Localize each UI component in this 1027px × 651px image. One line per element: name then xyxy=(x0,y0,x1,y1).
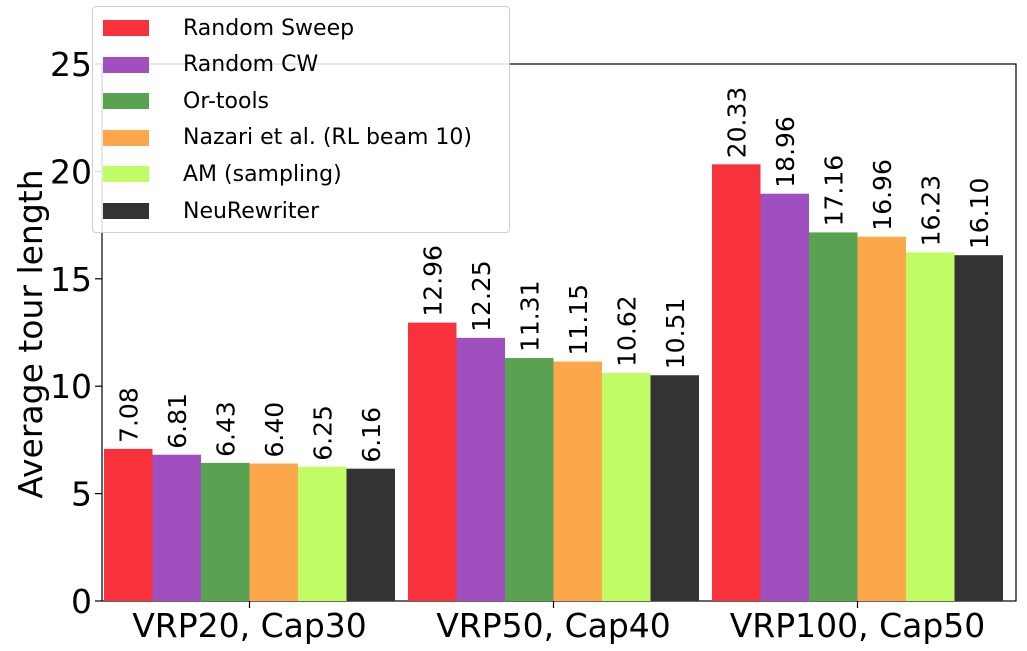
y-axis-label: Average tour length xyxy=(11,169,50,498)
bar-2-0 xyxy=(201,462,250,601)
bar-5-2 xyxy=(954,255,1003,601)
y-tick-label: 15 xyxy=(50,260,92,299)
legend-label: AM (sampling) xyxy=(183,161,342,187)
x-tick-label: VRP50, Cap40 xyxy=(436,606,671,645)
value-label-1-2: 18.96 xyxy=(771,116,800,188)
bar-1-2 xyxy=(760,193,809,601)
legend-item: Random Sweep xyxy=(103,13,354,43)
legend-item: Random CW xyxy=(103,50,318,80)
bar-1-1 xyxy=(456,337,505,601)
legend-item: NeuRewriter xyxy=(103,196,319,226)
value-label-3-0: 6.40 xyxy=(260,402,289,458)
x-tick-label: VRP100, Cap50 xyxy=(730,606,986,645)
bar-2-1 xyxy=(505,358,554,601)
bar-5-1 xyxy=(650,375,699,601)
value-label-2-2: 17.16 xyxy=(819,155,848,227)
bar-0-1 xyxy=(408,322,457,601)
value-label-2-0: 6.43 xyxy=(211,401,240,457)
legend-label: Random CW xyxy=(183,52,319,78)
value-label-0-1: 12.96 xyxy=(418,245,447,317)
x-axis: VRP20, Cap30 VRP50, Cap40 VRP100, Cap50 xyxy=(132,601,985,645)
bar-4-2 xyxy=(906,252,955,602)
value-label-3-1: 11.15 xyxy=(564,284,593,356)
y-tick-label: 10 xyxy=(50,367,92,406)
bar-0-2 xyxy=(712,164,761,602)
bar-2-2 xyxy=(809,232,858,601)
value-label-1-0: 6.81 xyxy=(163,393,192,449)
value-label-1-1: 12.25 xyxy=(467,260,496,332)
legend: Random Sweep Random CW Or-tools Nazari et a… xyxy=(92,6,510,233)
bar-0-0 xyxy=(104,448,153,601)
y-tick-label: 5 xyxy=(71,475,92,514)
bar-4-1 xyxy=(602,372,651,601)
value-label-3-2: 16.96 xyxy=(868,159,897,231)
value-label-0-0: 7.08 xyxy=(114,387,143,443)
bar-3-2 xyxy=(857,236,906,601)
bar-3-0 xyxy=(249,463,298,601)
legend-swatch xyxy=(103,93,149,110)
legend-label: Nazari et al. (RL beam 10) xyxy=(183,125,472,151)
value-label-0-2: 20.33 xyxy=(722,87,751,159)
legend-swatch xyxy=(103,20,149,36)
x-tick-label: VRP20, Cap30 xyxy=(132,606,367,645)
bar-4-0 xyxy=(298,466,347,601)
value-label-4-2: 16.23 xyxy=(916,175,945,247)
y-tick-label: 25 xyxy=(50,45,92,84)
value-label-5-0: 6.16 xyxy=(357,407,386,463)
value-label-5-2: 16.10 xyxy=(965,178,994,250)
value-label-4-1: 10.62 xyxy=(612,295,641,367)
value-label-2-1: 11.31 xyxy=(515,280,544,352)
legend-item: Or-tools xyxy=(103,86,269,116)
legend-swatch xyxy=(103,129,149,146)
value-label-4-0: 6.25 xyxy=(308,405,337,461)
bars-layer xyxy=(104,164,1003,602)
bar-1-0 xyxy=(152,454,201,601)
y-tick-label: 20 xyxy=(50,152,92,191)
bar-5-0 xyxy=(346,468,395,601)
legend-item: Nazari et al. (RL beam 10) xyxy=(103,123,472,153)
value-labels-layer: 7.08 12.96 20.33 6.81 12.25 18.96 6.43 11.31 17.… xyxy=(114,87,994,463)
legend-swatch xyxy=(103,166,149,183)
y-tick-label: 0 xyxy=(71,582,92,621)
legend-item: AM (sampling) xyxy=(103,159,342,189)
legend-label: Random Sweep xyxy=(183,15,355,41)
legend-swatch xyxy=(103,56,149,73)
value-label-5-1: 10.51 xyxy=(661,298,690,370)
legend-label: NeuRewriter xyxy=(183,198,320,224)
legend-label: Or-tools xyxy=(183,88,270,114)
bar-3-1 xyxy=(553,361,602,601)
legend-swatch xyxy=(103,203,149,219)
